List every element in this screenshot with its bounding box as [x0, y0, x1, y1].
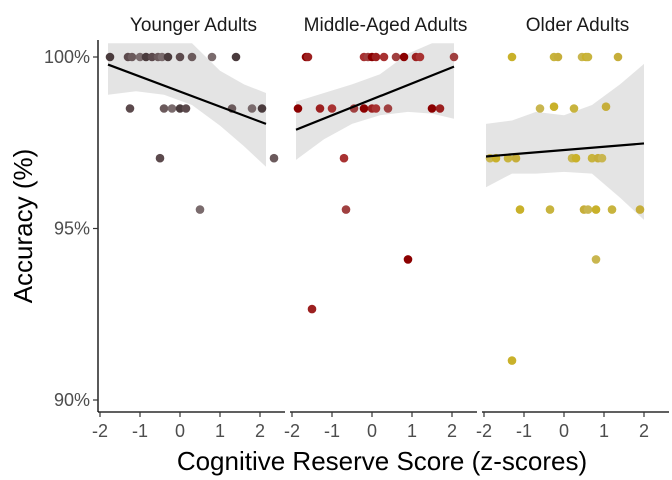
- y-tick-label: 90%: [54, 390, 90, 410]
- data-point: [175, 52, 185, 62]
- x-tick-label: 0: [559, 421, 569, 441]
- x-tick-label: 0: [367, 421, 377, 441]
- data-point: [181, 104, 191, 113]
- data-point: [571, 153, 581, 163]
- data-point: [597, 153, 607, 163]
- x-tick-label: -2: [284, 421, 300, 441]
- x-tick-label: 1: [215, 421, 225, 441]
- x-tick-label: 0: [175, 421, 185, 441]
- x-axis-title: Cognitive Reserve Score (z-scores): [177, 446, 587, 476]
- data-point: [503, 153, 513, 163]
- panels-group: 90%95%100%Younger Adults-2 -1 0 1 2Middle-Ag…: [44, 15, 669, 441]
- panel-title: Younger Adults: [130, 15, 257, 36]
- x-tick-label: 1: [599, 421, 609, 441]
- data-point: [303, 52, 313, 62]
- panel-title: Middle-Aged Adults: [304, 15, 468, 36]
- data-point: [415, 52, 425, 62]
- data-point: [157, 52, 167, 62]
- panel-3: Older Adults -2 -1 0 1 2: [476, 15, 669, 441]
- data-point: [607, 205, 617, 214]
- data-point: [293, 104, 303, 113]
- data-point: [391, 52, 401, 62]
- data-point: [591, 205, 601, 214]
- data-point: [141, 52, 151, 62]
- panel-2: Middle-Aged Adults -2 -1 0 1 2: [284, 15, 477, 441]
- data-point: [359, 104, 369, 113]
- data-point: [269, 153, 279, 163]
- data-point: [195, 205, 205, 214]
- data-point: [127, 52, 137, 62]
- data-point: [327, 104, 337, 113]
- x-tick-label: -1: [132, 421, 148, 441]
- y-axis-title: Accuracy (%): [8, 149, 38, 304]
- data-point: [231, 52, 241, 62]
- x-tick-label: -1: [516, 421, 532, 441]
- data-point: [105, 52, 115, 62]
- data-point: [307, 304, 317, 314]
- data-point: [613, 52, 623, 62]
- data-point: [449, 52, 459, 62]
- data-point: [403, 255, 413, 264]
- data-point: [435, 104, 445, 113]
- x-tick-label: 2: [447, 421, 457, 441]
- data-point: [155, 153, 165, 163]
- data-point: [549, 102, 559, 111]
- data-point: [535, 104, 545, 113]
- x-tick-label: -2: [92, 421, 108, 441]
- data-point: [175, 104, 185, 113]
- data-point: [247, 104, 257, 113]
- data-point: [427, 104, 437, 113]
- confidence-band: [108, 43, 266, 167]
- data-point: [187, 52, 197, 62]
- data-point: [207, 52, 217, 62]
- data-point: [507, 52, 517, 62]
- data-point: [371, 104, 381, 113]
- confidence-band: [486, 63, 644, 220]
- data-point: [315, 104, 325, 113]
- data-point: [507, 356, 517, 365]
- data-point: [125, 104, 135, 113]
- panel-1: Younger Adults -2 -1 0 1 2: [92, 15, 285, 441]
- data-point: [371, 52, 381, 62]
- y-tick-label: 100%: [44, 47, 90, 67]
- x-tick-label: 2: [639, 421, 649, 441]
- data-point: [147, 52, 157, 62]
- x-tick-label: 2: [255, 421, 265, 441]
- data-point: [167, 104, 177, 113]
- trend-line: [107, 63, 267, 125]
- confidence-band: [296, 43, 454, 160]
- data-point: [635, 205, 645, 214]
- data-point: [583, 52, 593, 62]
- data-point: [587, 153, 597, 163]
- data-point: [399, 52, 409, 62]
- data-point: [601, 102, 611, 111]
- data-point: [583, 205, 593, 214]
- data-point: [591, 255, 601, 264]
- data-point: [257, 104, 267, 113]
- x-tick-label: 1: [407, 421, 417, 441]
- data-point: [135, 52, 145, 62]
- data-point: [569, 104, 579, 113]
- data-point: [553, 52, 563, 62]
- trend-line: [295, 65, 455, 131]
- x-tick-label: -1: [324, 421, 340, 441]
- data-point: [379, 52, 389, 62]
- data-point: [341, 205, 351, 214]
- data-point: [511, 153, 521, 163]
- panel-title: Older Adults: [526, 15, 630, 36]
- x-tick-label: -2: [476, 421, 492, 441]
- trend-line: [485, 142, 645, 158]
- data-point: [159, 104, 169, 113]
- data-point: [383, 104, 393, 113]
- y-tick-label: 95%: [54, 219, 90, 239]
- data-point: [163, 52, 173, 62]
- data-point: [545, 205, 555, 214]
- data-point: [339, 153, 349, 163]
- data-point: [515, 205, 525, 214]
